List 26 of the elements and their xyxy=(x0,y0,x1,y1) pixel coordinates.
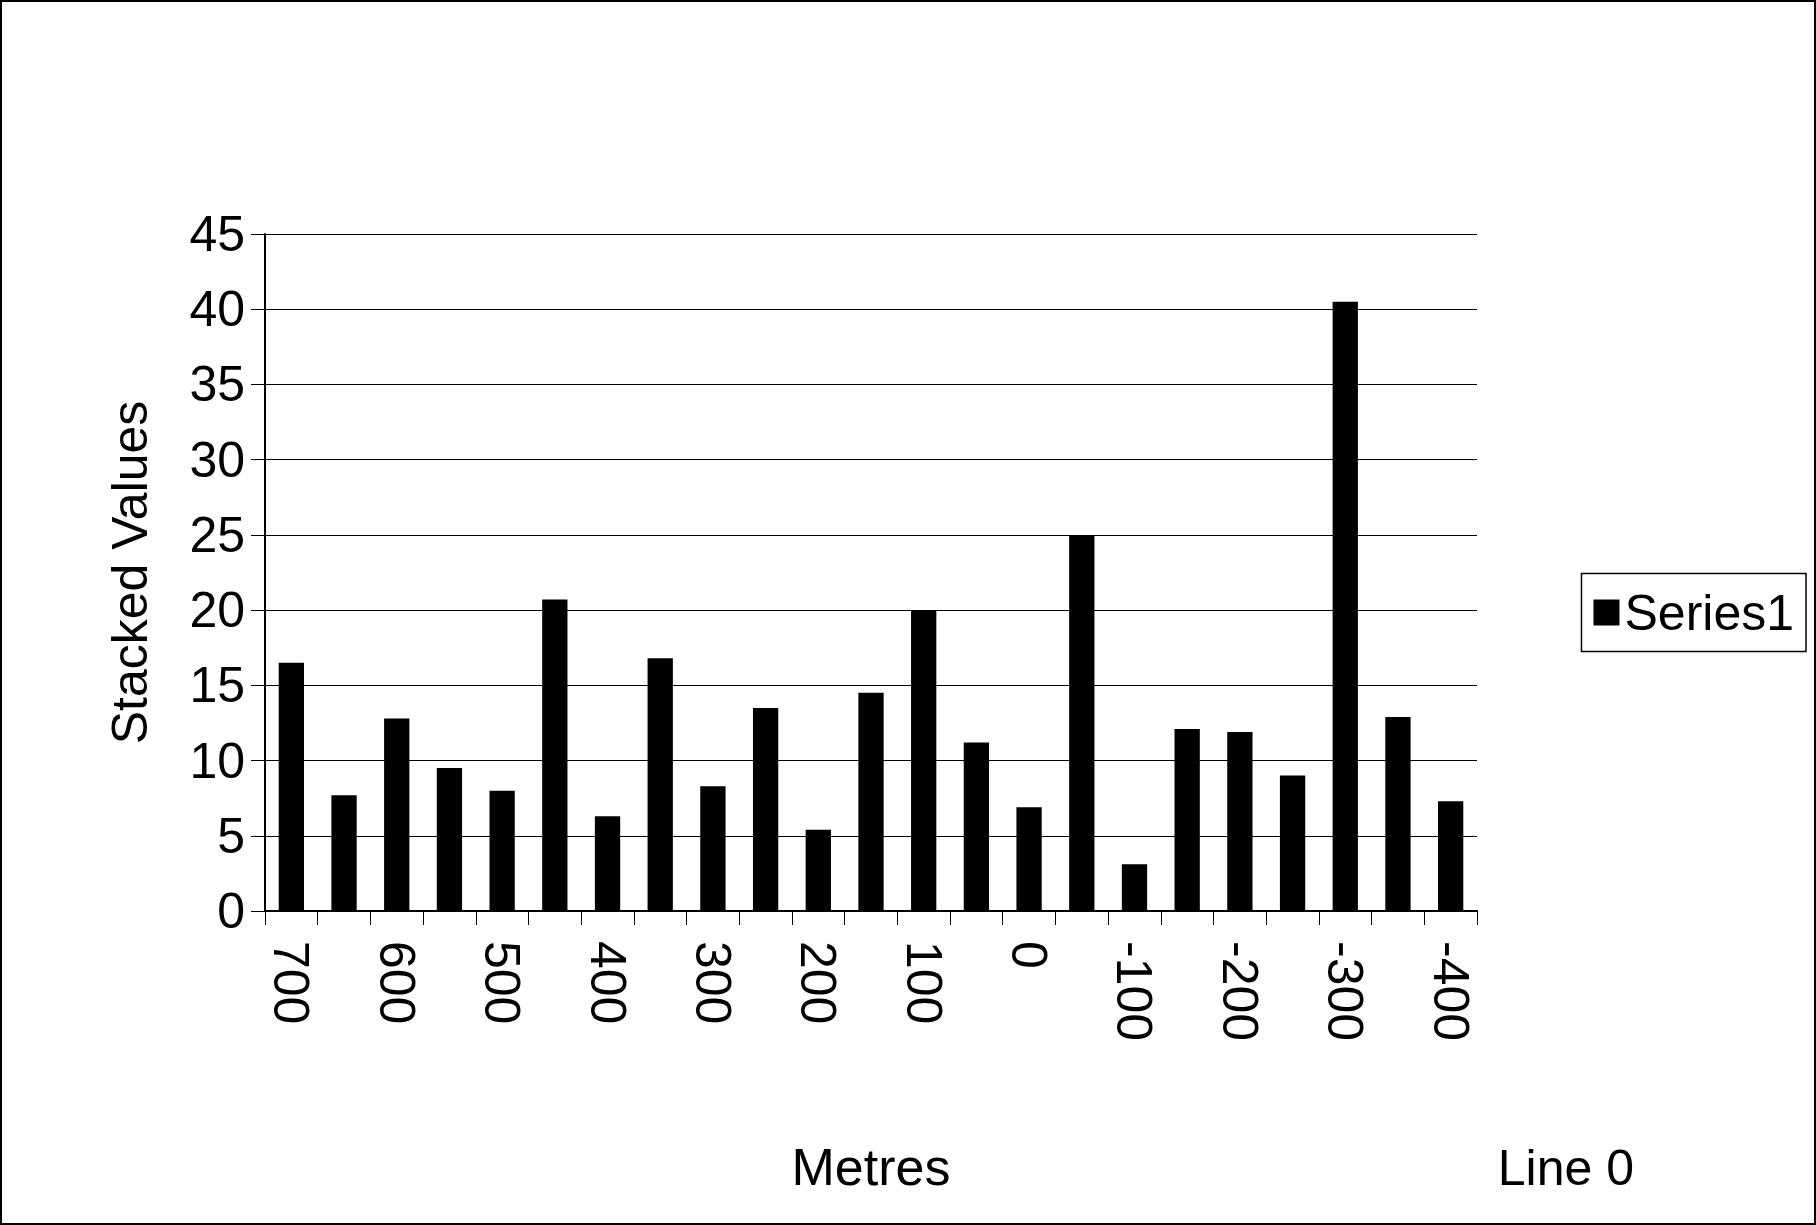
x-axis-title: Metres xyxy=(791,1138,951,1196)
x-tick-label: 300 xyxy=(684,941,741,1025)
x-tick-label: 200 xyxy=(790,941,847,1025)
x-tick-label: -100 xyxy=(1106,941,1163,1042)
y-tick-label: 20 xyxy=(189,582,245,639)
y-tick-label: 5 xyxy=(217,807,245,864)
x-tick-label: 700 xyxy=(263,941,320,1025)
y-tick-label: 0 xyxy=(217,883,245,939)
y-tick-label: 25 xyxy=(189,506,245,563)
x-tick-label: 100 xyxy=(895,941,952,1025)
x-tick-label: 400 xyxy=(579,941,636,1025)
x-tick-label: 600 xyxy=(368,941,425,1025)
x-tick-label: 500 xyxy=(474,941,531,1025)
y-tick-label: 35 xyxy=(189,356,245,413)
legend-label: Series1 xyxy=(1624,584,1794,641)
x-tick-label: 0 xyxy=(1001,941,1058,969)
x-tick-label: -300 xyxy=(1317,941,1374,1042)
x-tick-label: -400 xyxy=(1422,941,1479,1042)
y-tick-label: 30 xyxy=(189,431,245,488)
text: Line 0 xyxy=(1497,1140,1634,1196)
y-axis-title: Stacked Values xyxy=(102,400,158,745)
y-tick-label: 40 xyxy=(189,281,245,338)
y-tick-label: 10 xyxy=(189,732,245,789)
y-tick-label: 45 xyxy=(189,206,245,262)
y-tick-label: 15 xyxy=(189,657,245,714)
x-tick-label: -200 xyxy=(1211,941,1268,1042)
